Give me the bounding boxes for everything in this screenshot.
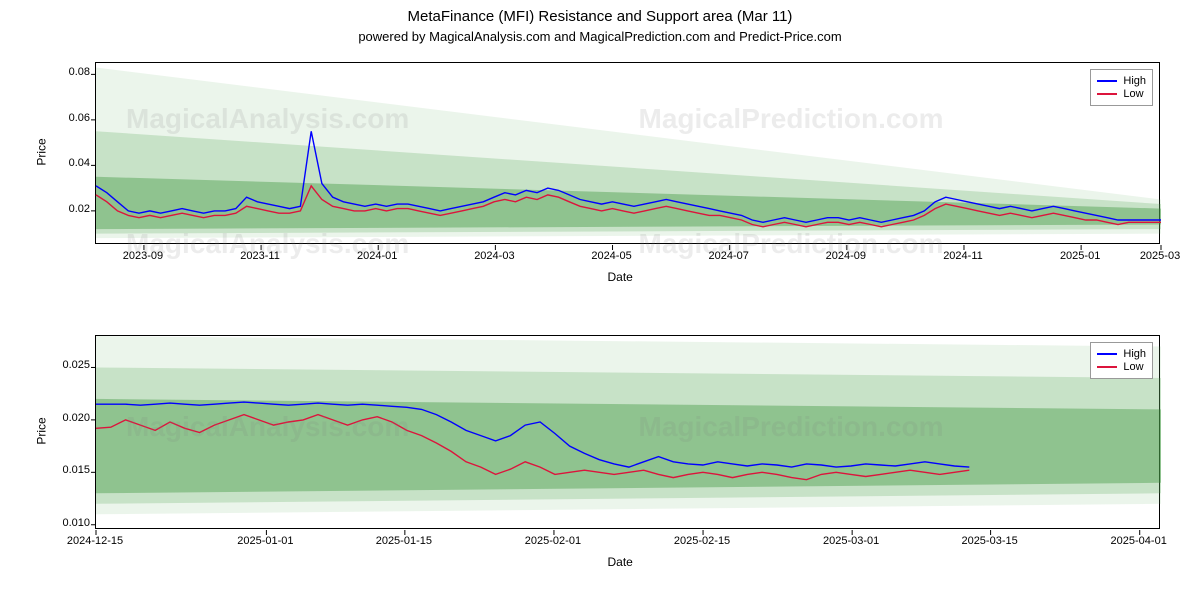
x-axis-label-bottom: Date (608, 555, 633, 569)
x-tick-label: 2024-11 (923, 250, 1003, 262)
chart-subtitle: powered by MagicalAnalysis.com and Magic… (0, 25, 1200, 48)
chart-legend: High Low (1090, 69, 1153, 106)
y-tick-label: 0.06 (45, 112, 90, 124)
legend-item-low: Low (1097, 361, 1146, 373)
legend-label-high: High (1123, 75, 1146, 87)
chart-title: MetaFinance (MFI) Resistance and Support… (0, 0, 1200, 25)
x-tick-label: 2024-05 (572, 250, 652, 262)
x-tick-label: 2024-09 (806, 250, 886, 262)
legend-label-low: Low (1123, 361, 1143, 373)
x-tick-label: 2025-03-01 (811, 535, 891, 547)
x-tick-label: 2024-01 (337, 250, 417, 262)
x-tick-label: 2024-03 (454, 250, 534, 262)
chart-svg-top (96, 63, 1161, 245)
y-tick-label: 0.025 (45, 359, 90, 371)
x-axis-label-top: Date (608, 270, 633, 284)
y-tick-label: 0.08 (45, 66, 90, 78)
x-tick-label: 2025-04-01 (1099, 535, 1179, 547)
x-tick-label: 2023-09 (103, 250, 183, 262)
chart-container: MetaFinance (MFI) Resistance and Support… (0, 0, 1200, 600)
legend-item-high: High (1097, 348, 1146, 360)
x-tick-label: 2025-02-01 (513, 535, 593, 547)
y-tick-label: 0.015 (45, 464, 90, 476)
legend-label-high: High (1123, 348, 1146, 360)
chart-panel-top: MagicalAnalysis.com MagicalPrediction.co… (95, 62, 1160, 244)
x-tick-label: 2025-03-15 (950, 535, 1030, 547)
x-tick-label: 2025-01 (1040, 250, 1120, 262)
x-tick-label: 2025-03 (1120, 250, 1200, 262)
legend-label-low: Low (1123, 88, 1143, 100)
chart-panel-bottom: MagicalAnalysis.com MagicalPrediction.co… (95, 335, 1160, 529)
legend-line-high (1097, 80, 1117, 82)
legend-line-low (1097, 366, 1117, 368)
x-tick-label: 2025-02-15 (662, 535, 742, 547)
x-tick-label: 2024-12-15 (55, 535, 135, 547)
y-tick-label: 0.010 (45, 517, 90, 529)
y-tick-label: 0.04 (45, 157, 90, 169)
x-tick-label: 2025-01-15 (364, 535, 444, 547)
legend-item-low: Low (1097, 88, 1146, 100)
y-tick-label: 0.020 (45, 412, 90, 424)
y-tick-label: 0.02 (45, 203, 90, 215)
x-tick-label: 2023-11 (220, 250, 300, 262)
legend-line-low (1097, 93, 1117, 95)
chart-legend: High Low (1090, 342, 1153, 379)
chart-svg-bottom (96, 336, 1161, 530)
x-tick-label: 2024-07 (689, 250, 769, 262)
legend-item-high: High (1097, 75, 1146, 87)
legend-line-high (1097, 353, 1117, 355)
x-tick-label: 2025-01-01 (225, 535, 305, 547)
